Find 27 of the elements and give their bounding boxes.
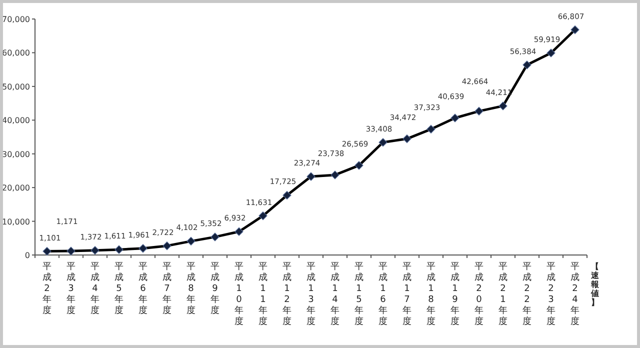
x-tick-label: 平成4年度 <box>90 262 100 316</box>
y-tick-label: 70,000 <box>2 15 30 24</box>
text: 【速報値】 <box>590 262 600 307</box>
x-tick-label: 平成11年度 <box>258 262 268 327</box>
x-tick-label: 平成10年度 <box>234 262 244 327</box>
x-tick-label: 平成16年度 <box>378 262 388 327</box>
x-tick-label: 平成23年度 <box>546 262 556 327</box>
x-tick-label: 平成2年度 <box>42 262 52 316</box>
x-tick-label: 平成17年度 <box>402 262 412 327</box>
x-tick-label: 平成8年度 <box>186 262 196 316</box>
x-tick-label: 平成13年度 <box>306 262 316 327</box>
x-tick-label: 平成24年度 <box>570 262 580 327</box>
y-tick-label: 10,000 <box>2 217 30 226</box>
x-tick-label: 平成6年度 <box>138 262 148 316</box>
x-tick-label: 平成5年度 <box>114 262 124 316</box>
x-tick-label: 平成12年度 <box>282 262 292 327</box>
x-tick-label: 平成22年度 <box>522 262 532 327</box>
x-tick-label: 平成7年度 <box>162 262 172 316</box>
x-tick-label: 平成15年度 <box>354 262 364 327</box>
x-tick-label: 平成20年度 <box>474 262 484 327</box>
x-tick-label: 平成19年度 <box>450 262 460 327</box>
x-tick-label: 平成18年度 <box>426 262 436 327</box>
y-tick-label: 0 <box>24 251 30 260</box>
x-tick-label: 平成21年度 <box>498 262 508 327</box>
x-tick-label: 平成9年度 <box>210 262 220 316</box>
x-tick-label: 平成3年度 <box>66 262 76 316</box>
x-tick-label: 平成14年度 <box>330 262 340 327</box>
